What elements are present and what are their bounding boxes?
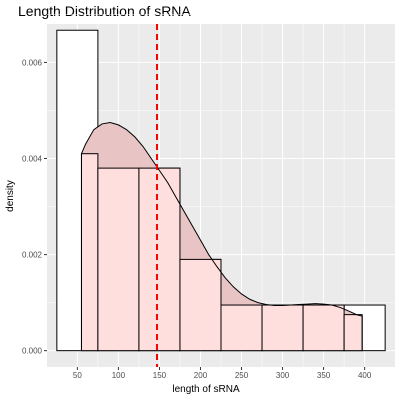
y-tick-label: 0.004 [22,155,43,164]
x-tick-label: 100 [112,371,126,380]
y-tick-label: 0.000 [22,347,43,356]
x-tick-label: 350 [317,371,331,380]
x-tick-label: 250 [235,371,249,380]
y-axis-title: density [5,180,16,212]
x-tick-label: 400 [358,371,372,380]
x-axis: 50 100 150 200 250 300 350 400 [73,367,372,380]
pink-histogram-bar [179,258,222,352]
density-curve [81,121,363,317]
pink-histogram-bar [138,167,181,352]
x-tick-label: 200 [194,371,208,380]
pink-histogram-bar [261,304,304,352]
chart-title: Length Distribution of sRNA [18,3,191,19]
pink-histogram-bar [302,304,345,352]
x-tick-label: 50 [73,371,82,380]
pink-histogram-bar [80,153,99,352]
x-tick-label: 150 [153,371,167,380]
y-tick-label: 0.006 [22,58,43,67]
pink-histogram-bar [343,314,363,352]
x-axis-title: length of sRNA [172,384,240,395]
x-tick-label: 300 [276,371,290,380]
y-axis: 0.000 0.002 0.004 0.006 [22,58,47,356]
histogram-pink [80,153,363,352]
pink-histogram-bar [220,304,263,352]
y-tick-label: 0.002 [22,251,43,260]
density-curve-group [80,121,363,351]
pink-histogram-bar [97,167,140,352]
